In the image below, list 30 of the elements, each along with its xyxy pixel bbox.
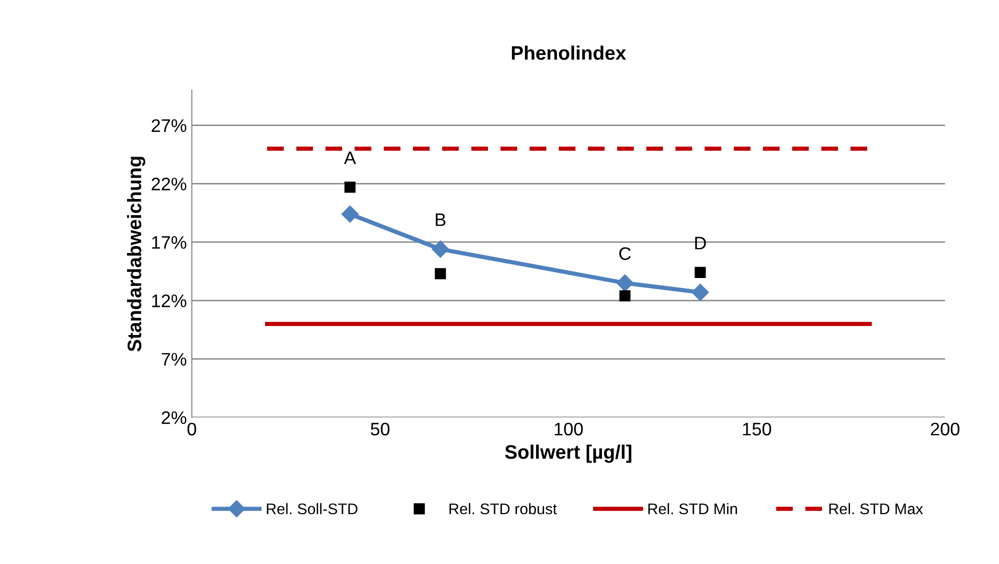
x-tick-label: 150 <box>743 422 772 436</box>
point <box>692 284 709 301</box>
legend-label: Rel. Soll-STD <box>266 503 358 514</box>
y-tick-label: 17% <box>152 236 186 249</box>
annotation: B <box>436 214 446 226</box>
y-tick-label: 27% <box>152 119 186 132</box>
y-tick-label: 22% <box>152 178 186 190</box>
y-axis-title: Standardabweichung <box>127 156 146 352</box>
point <box>432 240 449 258</box>
x-tick-label: 100 <box>554 422 583 436</box>
legend-label: Rel. STD Min <box>648 503 737 514</box>
x-tick-label: 50 <box>370 422 390 436</box>
point <box>694 266 706 278</box>
y-tick-label: 7% <box>162 352 186 366</box>
point <box>434 268 446 280</box>
point <box>344 182 356 193</box>
annotation: D <box>695 236 706 250</box>
legend-label: Rel. STD Max <box>829 503 923 514</box>
annotation: C <box>619 247 631 260</box>
annotation: A <box>344 152 356 164</box>
x-tick-label: 200 <box>930 422 960 436</box>
x-axis-title: Sollwert [µg/l] <box>505 444 632 463</box>
legend-label: Rel. STD robust <box>450 503 557 514</box>
chart-title: Phenolindex <box>512 46 626 60</box>
y-tick-label: 2% <box>162 411 186 424</box>
point <box>619 290 630 302</box>
x-tick-label: 0 <box>187 422 196 436</box>
y-tick-label: 12% <box>152 294 186 308</box>
point <box>341 206 359 223</box>
point <box>616 274 634 292</box>
